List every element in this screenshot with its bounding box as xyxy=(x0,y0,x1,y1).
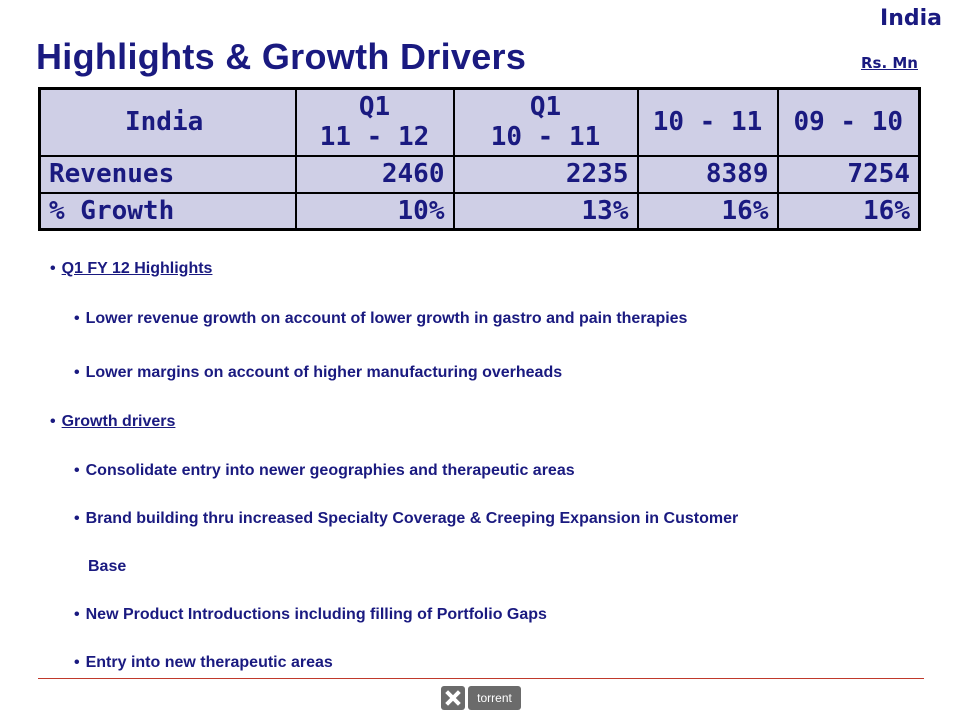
table-cell: 2460 xyxy=(294,154,455,194)
list-item: • New Product Introductions including fil… xyxy=(74,606,547,623)
footer-divider xyxy=(38,678,924,679)
table-cell: 10% xyxy=(294,191,455,231)
header-cell: Q1 10 - 11 xyxy=(452,87,639,157)
page-title: Highlights & Growth Drivers xyxy=(36,36,527,77)
table-row: % Growth 10% 13% 16% 16% xyxy=(38,191,921,231)
row-label: Revenues xyxy=(38,154,297,194)
list-item: • Entry into new therapeutic areas xyxy=(74,654,333,671)
financial-table: India Q1 11 - 12 Q1 10 - 11 10 - 11 09 - 1… xyxy=(38,87,921,231)
list-item: • Brand building thru increased Specialty… xyxy=(74,510,739,527)
header-cell: Q1 11 - 12 xyxy=(294,87,455,157)
table-cell: 16% xyxy=(776,191,921,231)
header-cell: India xyxy=(38,87,297,157)
header-cell: 10 - 11 xyxy=(636,87,779,157)
table-cell: 8389 xyxy=(636,154,779,194)
list-item: • Lower margins on account of higher manu… xyxy=(74,364,563,381)
table-cell: 7254 xyxy=(776,154,921,194)
section-heading: • Q1 FY 12 Highlights xyxy=(50,260,213,277)
table-row: Revenues 2460 2235 8389 7254 xyxy=(38,154,921,194)
table-cell: 16% xyxy=(636,191,779,231)
list-item: • Consolidate entry into newer geographie… xyxy=(74,462,575,479)
company-logo: torrent xyxy=(441,685,521,711)
section-heading: • Growth drivers xyxy=(50,413,176,430)
table-cell: 2235 xyxy=(452,154,639,194)
logo-wordmark: torrent xyxy=(468,686,521,710)
list-item: • Lower revenue growth on account of lowe… xyxy=(74,310,688,327)
logo-mark-icon xyxy=(441,686,465,710)
row-label: % Growth xyxy=(38,191,297,231)
region-label: India xyxy=(880,6,942,31)
header-cell: 09 - 10 xyxy=(776,87,921,157)
unit-label: Rs. Mn xyxy=(860,54,918,72)
list-item-continuation: Base xyxy=(88,558,127,575)
table-cell: 13% xyxy=(452,191,639,231)
table-header-row: India Q1 11 - 12 Q1 10 - 11 10 - 11 09 - 1… xyxy=(38,87,921,157)
